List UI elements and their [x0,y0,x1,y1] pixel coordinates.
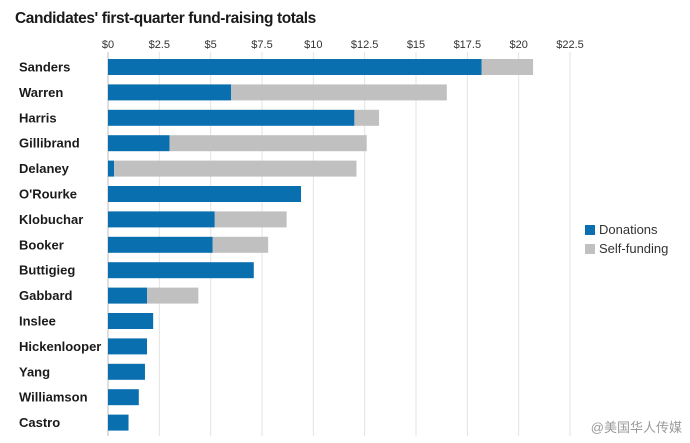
bar-donations [108,262,254,279]
bar-self-funding [214,211,287,228]
x-tick-label: $17.5 [454,39,482,51]
category-label: Warren [19,85,63,100]
legend: Donations Self-funding [585,222,668,256]
bar-donations [108,59,482,75]
category-label: Castro [19,415,60,430]
legend-label-self-funding: Self-funding [599,241,668,256]
x-tick-label: $0 [102,39,114,51]
chart-title: Candidates' first-quarter fund-raising t… [15,10,316,27]
legend-swatch-self-funding [585,244,595,254]
category-label: Buttigieg [19,263,75,278]
bar-donations [108,287,148,304]
category-label: Yang [19,364,50,379]
legend-swatch-donations [585,225,595,235]
watermark: @美国华人传媒 [590,420,682,435]
category-label: O'Rourke [19,187,77,202]
category-label: Inslee [19,314,56,329]
legend-label-donations: Donations [599,222,658,237]
bar-donations [108,389,139,406]
category-label: Sanders [19,60,70,75]
category-label: Williamson [19,390,88,405]
category-label: Klobuchar [19,212,83,227]
bar-donations [108,84,232,101]
x-tick-label: $2.5 [149,39,170,51]
x-tick-label: $7.5 [251,39,272,51]
bar-self-funding [114,160,357,177]
bar-donations [108,211,215,228]
bar-donations [108,363,145,380]
bar-donations [108,186,302,202]
bar-donations [108,236,213,253]
x-tick-label: $22.5 [556,39,584,51]
x-tick-label: $15 [407,39,425,51]
bar-self-funding [481,59,534,75]
bar-donations [108,313,154,329]
bar-self-funding [169,135,367,152]
x-tick-label: $12.5 [351,39,379,51]
bar-donations [108,135,170,152]
x-tick-label: $20 [509,39,527,51]
bar-self-funding [231,84,447,101]
x-tick-label: $5 [205,39,217,51]
bar-self-funding [147,287,199,304]
category-label: Gillibrand [19,136,80,151]
x-axis-ticks: $0 $2.5 $5 $7.5 $10 $12.5 $15 $17.5 $20 $22.5 [102,39,584,51]
category-label: Delaney [19,161,70,176]
category-label: Harris [19,110,57,125]
bar-self-funding [212,236,269,253]
category-label: Gabbard [19,288,73,303]
x-tick-label: $10 [304,39,322,51]
bar-donations [108,109,355,126]
bar-donations [108,160,115,177]
category-label: Booker [19,237,64,252]
bar-donations [108,414,129,431]
bar-donations [108,338,148,355]
bars [108,59,534,431]
category-labels: Sanders Warren Harris Gillibrand Delaney O'Ro… [19,60,101,431]
category-label: Hickenlooper [19,339,101,354]
bar-self-funding [354,109,380,126]
